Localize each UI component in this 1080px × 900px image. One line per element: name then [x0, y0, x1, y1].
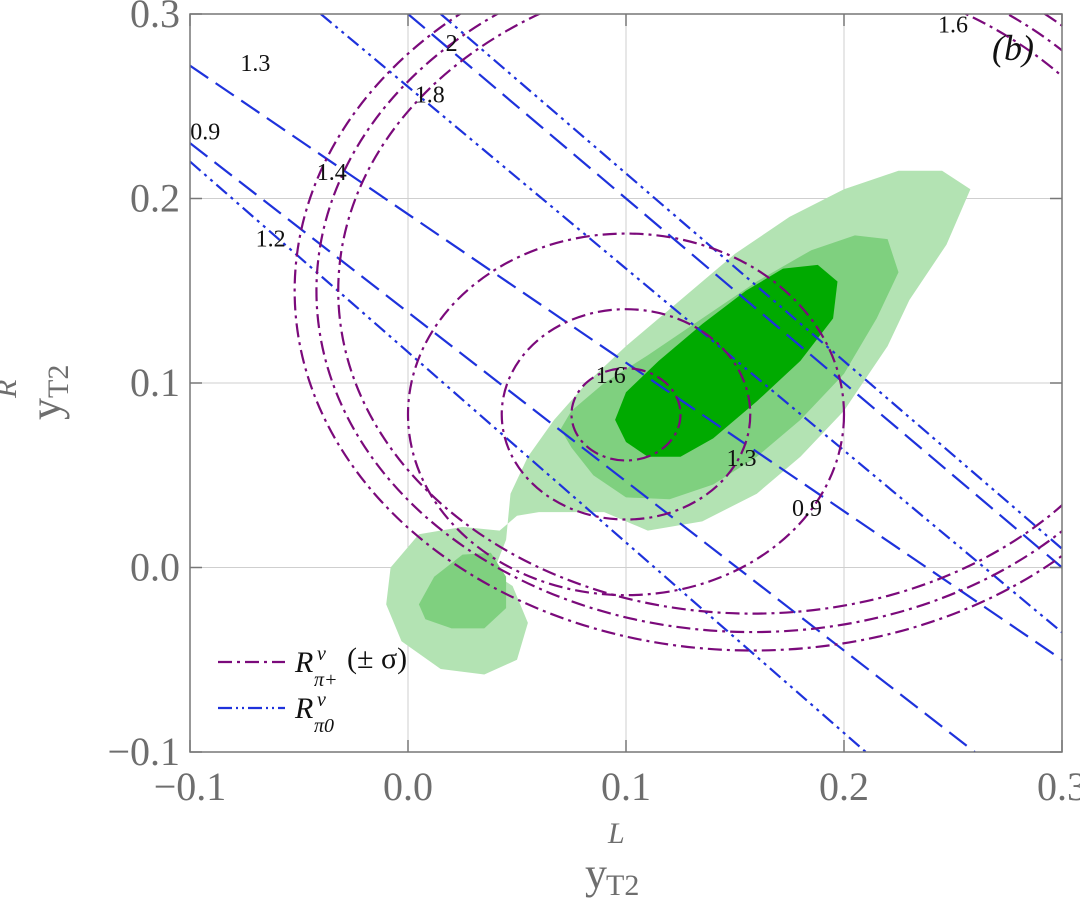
svg-text:R: R	[294, 646, 313, 679]
x-tick-label-0: −0.1	[154, 764, 227, 809]
region-mid-2	[418, 552, 507, 629]
r-pi-plus-ellipse-0	[406, 232, 846, 597]
r-pi0-line-1	[190, 160, 867, 752]
contour-label-7: 1.6	[596, 363, 626, 389]
svg-text:y: y	[585, 849, 607, 898]
region-inner-3	[615, 264, 838, 457]
svg-text:R: R	[0, 380, 23, 399]
x-tick-label-1: 0.0	[383, 764, 433, 809]
contour-label-4: 0.9	[190, 119, 220, 145]
x-axis-label: y L T2	[585, 817, 639, 900]
contour-label-0: 1.6	[938, 12, 968, 38]
r-pi0-line-4	[407, 14, 1062, 569]
r-pi0-line-5	[439, 14, 1062, 551]
r-pi0-line-2	[190, 64, 1062, 661]
axis-ticks	[189, 13, 1063, 753]
y-tick-label-0: −0.1	[107, 729, 180, 774]
svg-text:T2: T2	[42, 365, 75, 398]
r-pi-plus-ellipse-4	[315, 14, 1062, 634]
contour-label-2: 1.3	[240, 51, 270, 77]
x-tick-label-4: 0.3	[1037, 764, 1080, 809]
contour-labels: 1.6 2 1.3 1.8 0.9 1.4 1.2 1.6 1.3 0.9	[190, 12, 968, 521]
x-tick-label-2: 0.1	[601, 764, 651, 809]
svg-text:π+: π+	[314, 669, 338, 691]
svg-text:π0: π0	[314, 715, 334, 737]
svg-text:T2: T2	[606, 869, 639, 900]
r-pi-plus-ellipse-5	[293, 14, 1062, 652]
y-tick-label-3: 0.2	[130, 176, 180, 221]
contour-label-6: 1.2	[256, 226, 286, 252]
probability-regions	[386, 170, 971, 675]
y-axis-label: y R T2	[0, 365, 75, 420]
svg-text:ν: ν	[317, 689, 326, 711]
legend-label-r-pi0: R ν π0	[294, 689, 334, 737]
y-tick-label-1: 0.0	[130, 545, 180, 590]
contour-label-9: 0.9	[792, 496, 822, 522]
legend-label-r-pi-plus: R ν π+ (± σ)	[294, 642, 407, 691]
r-pi-plus-contour-ellipses	[293, 14, 1062, 652]
r-pi-plus-ellipse-3	[337, 14, 1062, 615]
svg-text:L: L	[607, 817, 625, 850]
contour-label-3: 1.8	[415, 83, 445, 109]
svg-text:(± σ): (± σ)	[347, 642, 407, 675]
svg-text:ν: ν	[317, 643, 326, 665]
contour-label-1: 2	[446, 31, 458, 57]
svg-text:y: y	[21, 398, 70, 420]
panel-label: (b)	[992, 28, 1034, 68]
contour-label-5: 1.4	[317, 160, 347, 186]
svg-text:R: R	[294, 692, 313, 725]
tick-labels: −0.1 0.0 0.1 0.2 0.3 −0.1 0.0 0.1 0.2 0.3	[107, 0, 1080, 809]
y-tick-label-2: 0.1	[130, 360, 180, 405]
plot-area	[190, 14, 1062, 752]
r-pi-plus-ellipse-1	[500, 308, 752, 521]
x-tick-label-3: 0.2	[819, 764, 869, 809]
legend: R ν π+ (± σ) R ν π0	[218, 642, 407, 737]
r-pi-plus-ellipse-2	[570, 367, 682, 462]
y-tick-label-4: 0.3	[130, 0, 180, 36]
contour-label-8: 1.3	[727, 446, 757, 472]
